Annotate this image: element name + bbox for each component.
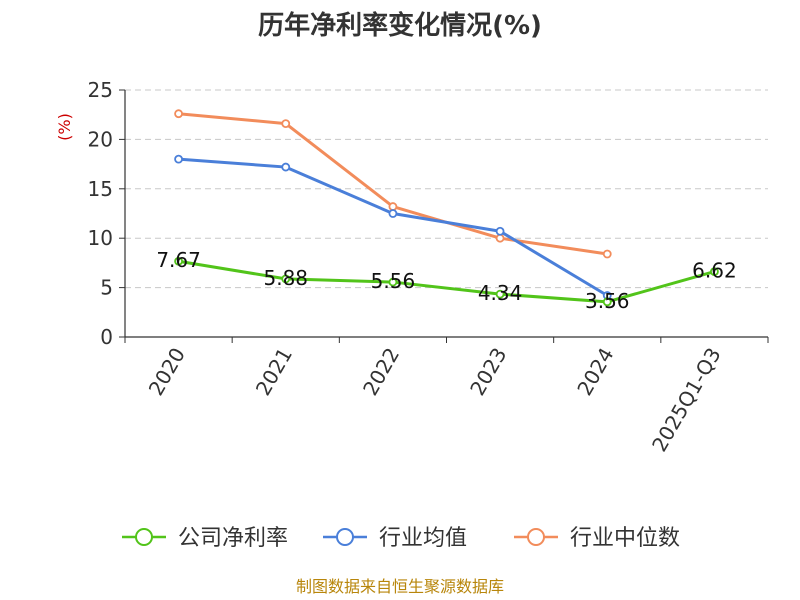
data-point: [174, 154, 183, 164]
data-point: [495, 233, 505, 243]
y-tick-label: 15: [88, 177, 113, 201]
y-tick-label: 20: [88, 127, 113, 151]
data-point: [602, 297, 612, 307]
legend-label[interactable]: 公司净利率: [178, 526, 288, 551]
data-point: [495, 226, 505, 236]
data-point: [495, 289, 505, 299]
y-tick-label: 10: [88, 226, 113, 250]
y-tick-label: 5: [100, 276, 113, 300]
data-point: [174, 109, 183, 119]
data-label: 5.56: [371, 269, 416, 293]
legend[interactable]: 公司净利率 行业均值 行业中位数: [122, 526, 680, 551]
y-axis-ticks: 0 5 10 15 20 25: [88, 78, 125, 349]
legend-label[interactable]: 行业中位数: [570, 526, 680, 551]
data-point: [710, 267, 719, 276]
data-label: 4.34: [478, 281, 523, 305]
legend-marker: [135, 528, 153, 546]
data-point: [388, 209, 398, 218]
data-labels: 7.67 5.88 5.56 4.34 3.56 6.62: [156, 248, 736, 313]
data-point: [281, 162, 291, 172]
data-point: [388, 202, 398, 211]
series-line-2: [178, 112, 608, 256]
grid-lines: [125, 89, 768, 289]
data-label: 5.88: [263, 266, 308, 290]
data-point: [174, 256, 183, 266]
data-point: [281, 119, 291, 128]
y-tick-label: 25: [88, 78, 113, 102]
x-tick-label: 2021: [251, 344, 297, 400]
chart-title: 历年净利率变化情况(%): [258, 10, 542, 41]
series-line-0: [178, 259, 715, 304]
y-axis-label: (%): [55, 113, 74, 141]
legend-label[interactable]: 行业均值: [379, 526, 467, 551]
x-tick-label: 2025Q1-Q3: [647, 344, 726, 456]
series-lines: [174, 109, 719, 307]
legend-marker: [336, 528, 354, 546]
axes: [124, 90, 768, 338]
data-label: 3.56: [585, 289, 630, 313]
legend-marker: [527, 528, 545, 546]
x-tick-label: 2024: [572, 344, 618, 400]
data-point: [281, 274, 291, 284]
data-point: [388, 277, 398, 287]
data-point: [602, 249, 612, 259]
data-label: 7.67: [156, 248, 201, 272]
x-tick-label: 2023: [465, 344, 511, 400]
data-label: 6.62: [692, 259, 737, 283]
x-axis-ticks: 2020 2021 2022 2023 2024 2025Q1-Q3: [124, 337, 769, 456]
x-tick-label: 2020: [144, 344, 190, 400]
source-note: 制图数据来自恒生聚源数据库: [296, 577, 504, 596]
x-tick-label: 2022: [358, 344, 404, 400]
y-tick-label: 0: [100, 325, 113, 349]
